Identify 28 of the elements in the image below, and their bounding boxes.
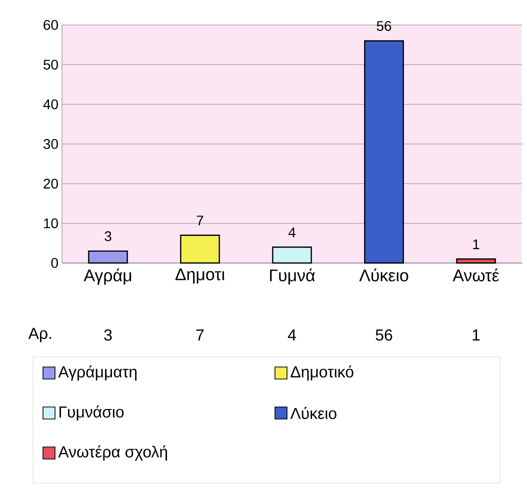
text: 3 <box>104 329 112 341</box>
legend-label: Λύκειο <box>290 406 336 420</box>
x-tick-label: Γυμνά <box>270 268 315 285</box>
data-label: 1 <box>473 240 480 250</box>
text: Αρ. <box>28 328 52 342</box>
data-label: 56 <box>376 21 392 31</box>
data-label: 4 <box>288 228 296 238</box>
text: 1 <box>472 330 480 340</box>
legend-label: Δημοτικό <box>290 365 354 381</box>
data-label: 7 <box>196 216 204 226</box>
x-tick-label: Ανωτέ <box>452 268 500 282</box>
y-tick-label: 60 <box>44 20 58 30</box>
text: 56 <box>376 329 392 341</box>
y-tick-label: 20 <box>44 178 58 189</box>
y-tick-label: 10 <box>44 218 58 228</box>
x-tick-label: Λύκειο <box>359 268 408 282</box>
text: 4 <box>288 330 296 340</box>
legend-label: Αγράμματη <box>58 365 137 381</box>
text: 7 <box>196 330 204 340</box>
y-tick-label: 0 <box>51 258 58 268</box>
x-tick-label: Αγράμ <box>84 268 132 285</box>
y-tick-label: 40 <box>43 99 58 110</box>
legend-label: Ανωτέρα σχολή <box>58 445 167 461</box>
data-label: 3 <box>104 231 112 242</box>
y-tick-label: 50 <box>44 60 58 70</box>
legend-label: Γυμνάσιο <box>60 405 124 421</box>
x-tick-label: Δημοτι <box>175 268 225 284</box>
y-tick-label: 30 <box>44 139 58 149</box>
